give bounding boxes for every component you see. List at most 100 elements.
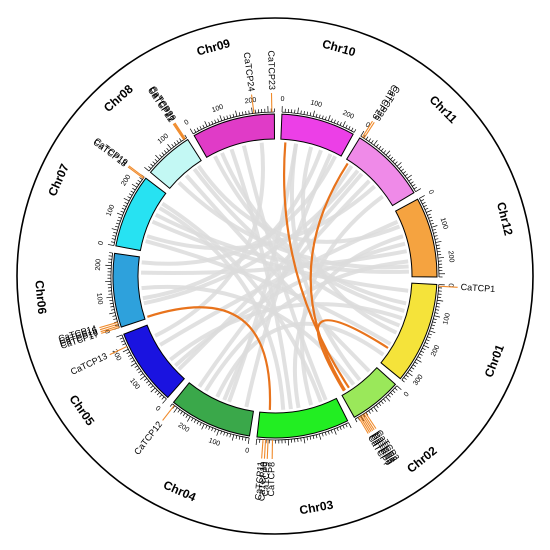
tick-mark bbox=[140, 373, 144, 376]
tick-mark bbox=[232, 113, 235, 118]
gene-marker-line bbox=[263, 439, 267, 459]
tick-mark bbox=[365, 412, 369, 416]
tick-label: 100 bbox=[310, 99, 323, 109]
chromosome-axis bbox=[360, 135, 416, 192]
highlighted-synteny-links bbox=[147, 142, 389, 410]
tick-mark bbox=[226, 115, 229, 120]
tick-mark bbox=[214, 119, 217, 124]
chromosome-block-chr12 bbox=[394, 198, 438, 278]
tick-mark bbox=[106, 296, 113, 299]
tick-mark bbox=[376, 144, 379, 148]
gene-marker-line bbox=[174, 122, 186, 139]
tick-mark bbox=[400, 168, 404, 172]
tick-label: 200 bbox=[341, 110, 355, 121]
tick-mark bbox=[208, 122, 211, 126]
tick-mark bbox=[411, 366, 415, 370]
tick-mark bbox=[300, 437, 302, 442]
tick-mark bbox=[403, 377, 407, 380]
grey-link bbox=[142, 149, 323, 301]
tick-mark bbox=[412, 184, 416, 187]
chromosome-block-chr02 bbox=[341, 366, 397, 418]
tick-mark bbox=[430, 222, 435, 225]
chromosome-axis bbox=[355, 385, 398, 420]
tick-mark bbox=[422, 347, 426, 351]
tick-mark bbox=[315, 434, 318, 439]
tick-mark bbox=[204, 121, 208, 127]
chromosome-block-chr09 bbox=[193, 113, 275, 158]
tick-label: 0 bbox=[98, 241, 106, 246]
gene-marker-line bbox=[363, 413, 375, 431]
tick-mark bbox=[412, 364, 417, 367]
tick-label: 100 bbox=[105, 204, 116, 218]
tick-mark bbox=[148, 166, 152, 169]
tick-mark bbox=[434, 312, 439, 314]
tick-mark bbox=[189, 128, 194, 135]
tick-mark bbox=[251, 107, 253, 114]
gene-marker-line bbox=[127, 166, 144, 179]
tick-mark bbox=[330, 118, 333, 123]
tick-mark bbox=[394, 387, 398, 391]
tick-mark bbox=[119, 337, 124, 340]
tick-mark bbox=[131, 360, 135, 363]
gene-label: CaTCP1 bbox=[460, 282, 495, 294]
tick-mark bbox=[176, 140, 180, 144]
gene-marker-line bbox=[363, 121, 375, 139]
tick-mark bbox=[426, 339, 430, 342]
tick-mark bbox=[114, 225, 119, 228]
tick-mark bbox=[173, 142, 177, 146]
grey-link bbox=[154, 142, 265, 338]
tick-mark bbox=[415, 188, 421, 192]
tick-label: 0 bbox=[183, 119, 190, 127]
gene-label: CaTCP13 bbox=[69, 351, 109, 377]
tick-label: 0 bbox=[427, 189, 435, 196]
tick-mark bbox=[245, 437, 247, 441]
tick-mark bbox=[339, 426, 342, 430]
tick-mark bbox=[109, 312, 116, 315]
tick-mark bbox=[385, 396, 391, 402]
tick-mark bbox=[416, 358, 422, 363]
tick-mark bbox=[124, 201, 128, 205]
tick-mark bbox=[327, 115, 331, 122]
tick-mark bbox=[321, 432, 324, 437]
tick-mark bbox=[342, 425, 345, 429]
tick-mark bbox=[437, 257, 445, 259]
tick-mark bbox=[345, 423, 348, 428]
chromosome-axis bbox=[192, 111, 275, 135]
tick-mark bbox=[126, 351, 130, 355]
tick-mark bbox=[383, 398, 387, 402]
tick-mark bbox=[248, 110, 250, 115]
chromosome-label-chr07: Chr07 bbox=[45, 161, 72, 198]
tick-mark bbox=[136, 368, 140, 371]
tick-mark bbox=[110, 241, 115, 243]
tick-mark bbox=[312, 435, 315, 440]
tick-mark bbox=[433, 318, 437, 320]
tick-mark bbox=[159, 154, 163, 158]
tick-mark bbox=[171, 143, 175, 148]
tick-mark bbox=[211, 120, 214, 125]
chromosome-label-chr08: Chr08 bbox=[101, 82, 136, 115]
tick-mark bbox=[138, 370, 142, 374]
gene-label: CaTCP10 bbox=[256, 461, 268, 501]
tick-label: 100 bbox=[442, 312, 452, 325]
tick-mark bbox=[245, 111, 247, 115]
chromosome-axis bbox=[401, 284, 440, 381]
tick-mark bbox=[202, 124, 205, 129]
tick-label: 200 bbox=[111, 348, 123, 362]
tick-mark bbox=[436, 244, 440, 246]
tick-mark bbox=[238, 112, 241, 116]
tick-mark bbox=[137, 179, 141, 183]
tick-mark bbox=[420, 350, 425, 353]
tick-label: 100 bbox=[439, 217, 449, 230]
tick-mark bbox=[432, 228, 436, 231]
tick-mark bbox=[428, 216, 432, 219]
tick-mark bbox=[127, 196, 131, 199]
chromosome-block-chr11 bbox=[345, 137, 415, 207]
tick-mark bbox=[238, 436, 241, 440]
tick-label: 100 bbox=[95, 293, 103, 306]
tick-mark bbox=[406, 174, 412, 179]
outer-circle bbox=[16, 17, 534, 535]
tick-mark bbox=[378, 402, 382, 407]
tick-mark bbox=[437, 299, 444, 302]
tick-mark bbox=[321, 115, 324, 120]
highlight-link bbox=[147, 306, 272, 410]
